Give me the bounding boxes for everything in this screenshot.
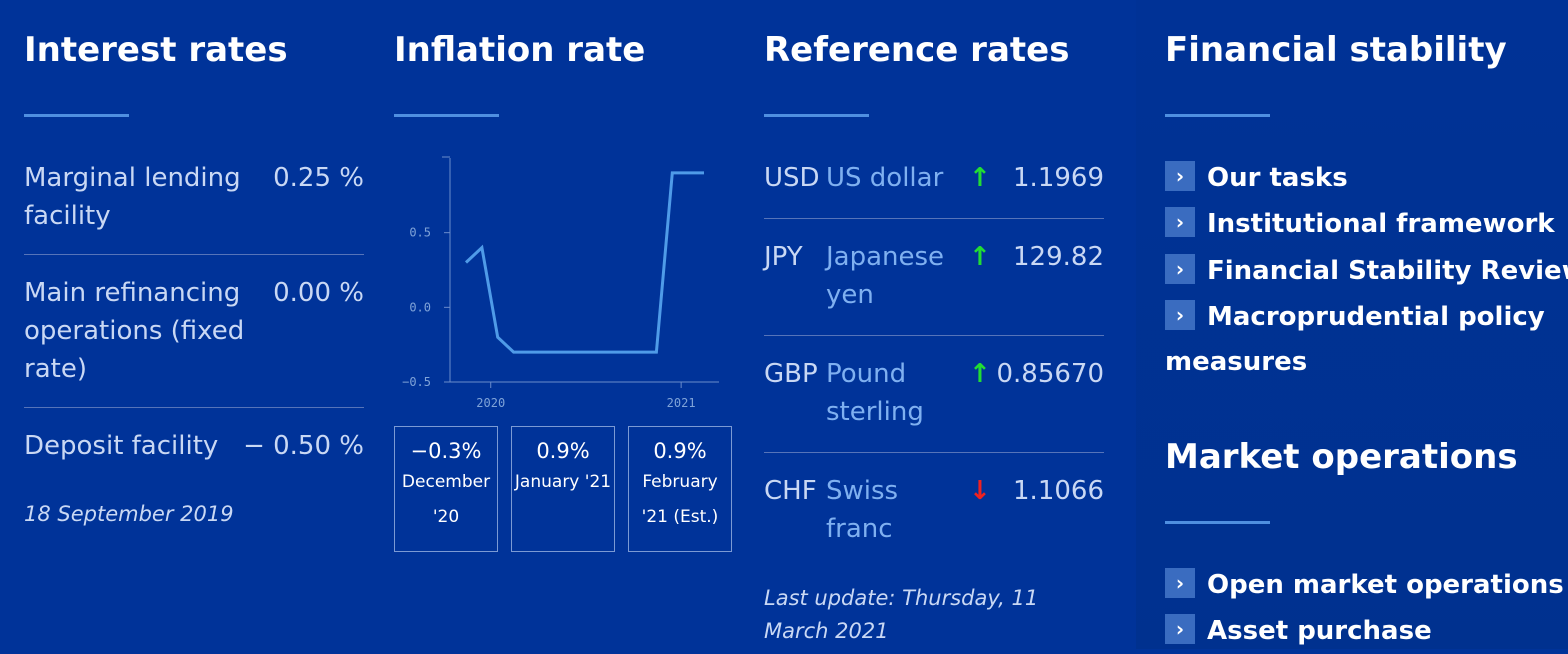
financial-stability-rule xyxy=(1165,114,1270,117)
reference-rates-title: Reference rates xyxy=(764,30,1070,70)
stat-value: 0.9% xyxy=(536,439,590,463)
interest-rates-date: 18 September 2019 xyxy=(24,502,234,526)
link-label: Our tasks xyxy=(1207,163,1348,193)
chart-series xyxy=(464,171,704,354)
link-label: Open market operations xyxy=(1207,570,1564,600)
currency-code: JPY xyxy=(764,242,803,272)
y-tick-label: −0.5 xyxy=(402,375,431,389)
interest-rates-section: Interest rates Marginal lending facility… xyxy=(24,0,364,649)
interest-row-marginal-lending: Marginal lending facility 0.25 % xyxy=(24,158,364,255)
interest-rates-rule xyxy=(24,114,129,117)
link-label: Macroprudential policy xyxy=(1207,302,1545,332)
interest-label: Main refinancing operations (fixed rate) xyxy=(24,278,245,384)
link-our-tasks[interactable]: › Our tasks xyxy=(1165,155,1348,201)
y-tick-label: 0.5 xyxy=(409,226,431,240)
inflation-title: Inflation rate xyxy=(394,30,646,70)
rate-value: 129.82 xyxy=(1013,242,1104,272)
inflation-section: Inflation rate 0.5 0.0 −0.5 2020 2021 −0.3% … xyxy=(394,0,734,649)
currency-name-link[interactable]: Pound sterling xyxy=(826,359,924,427)
currency-name-link[interactable]: Japanese yen xyxy=(826,242,945,310)
financial-stability-title: Financial stability xyxy=(1165,30,1507,70)
link-label: measures xyxy=(1165,347,1308,377)
currency-code: USD xyxy=(764,163,820,193)
chevron-right-icon: › xyxy=(1165,567,1195,598)
interest-rates-title: Interest rates xyxy=(24,30,288,70)
link-institutional-framework[interactable]: › Institutional framework xyxy=(1165,201,1555,247)
market-operations-rule xyxy=(1165,521,1270,524)
stat-label: February xyxy=(642,472,718,492)
interest-value: 0.25 % xyxy=(273,163,364,193)
arrow-up-icon: ↑ xyxy=(969,359,991,389)
chevron-right-icon: › xyxy=(1165,253,1195,284)
link-open-market-operations[interactable]: › Open market operations xyxy=(1165,562,1564,608)
chevron-right-icon: › xyxy=(1165,299,1195,330)
x-tick-label: 2021 xyxy=(667,396,696,410)
link-asset-purchase[interactable]: › Asset purchase xyxy=(1165,608,1432,654)
financial-stability-section: Financial stability › Our tasks › Institut… xyxy=(1136,0,1568,649)
inflation-stat-january: 0.9% January '21 xyxy=(511,426,615,552)
link-financial-stability-review[interactable]: › Financial Stability Review xyxy=(1165,248,1568,294)
link-label: Financial Stability Review xyxy=(1207,256,1568,286)
stat-value: −0.3% xyxy=(410,439,482,463)
interest-value: 0.00 % xyxy=(273,278,364,308)
x-tick-label: 2020 xyxy=(476,396,505,410)
rate-value: 1.1066 xyxy=(1013,476,1104,506)
y-tick-label: 0.0 xyxy=(409,300,431,314)
interest-row-main-refinancing: Main refinancing operations (fixed rate)… xyxy=(24,255,364,408)
stat-label: '20 xyxy=(432,507,460,527)
reference-rates-rule xyxy=(764,114,869,117)
interest-label: Marginal lending facility xyxy=(24,163,241,231)
interest-label: Deposit facility xyxy=(24,431,219,461)
rate-row-usd[interactable]: USD US dollar ↑ 1.1969 xyxy=(764,158,1104,219)
currency-code: GBP xyxy=(764,359,818,389)
interest-value: − 0.50 % xyxy=(243,431,364,461)
arrow-up-icon: ↑ xyxy=(969,242,991,272)
chevron-right-icon: › xyxy=(1165,206,1195,237)
rate-value: 0.85670 xyxy=(996,359,1104,389)
stat-label: January '21 xyxy=(514,472,612,492)
currency-name-link[interactable]: Swiss franc xyxy=(826,476,899,544)
chevron-right-icon: › xyxy=(1165,160,1195,191)
reference-rates-section: Reference rates USD US dollar ↑ 1.1969 J… xyxy=(764,0,1104,649)
currency-code: CHF xyxy=(764,476,817,506)
currency-name-link[interactable]: US dollar xyxy=(826,163,944,193)
inflation-stat-december: −0.3% December '20 xyxy=(394,426,498,552)
inflation-rule xyxy=(394,114,499,117)
link-label: Asset purchase xyxy=(1207,616,1432,646)
arrow-down-icon: ↓ xyxy=(969,476,991,506)
stat-label: '21 (Est.) xyxy=(641,507,719,527)
rate-row-gbp[interactable]: GBP Pound sterling ↑ 0.85670 xyxy=(764,336,1104,453)
link-macroprudential-policy[interactable]: › Macroprudential policy xyxy=(1165,294,1545,340)
link-label: Institutional framework xyxy=(1207,209,1555,239)
rate-row-chf[interactable]: CHF Swiss franc ↓ 1.1066 xyxy=(764,453,1104,563)
interest-row-deposit-facility: Deposit facility − 0.50 % xyxy=(24,408,364,468)
inflation-chart: 0.5 0.0 −0.5 2020 2021 xyxy=(402,156,719,410)
inflation-line xyxy=(464,171,704,354)
rate-row-jpy[interactable]: JPY Japanese yen ↑ 129.82 xyxy=(764,219,1104,336)
last-update-note: Last update: Thursday, 11 March 2021 xyxy=(764,586,1039,643)
rate-value: 1.1969 xyxy=(1013,163,1104,193)
market-operations-title: Market operations xyxy=(1165,437,1518,477)
arrow-up-icon: ↑ xyxy=(969,163,991,193)
inflation-stat-february: 0.9% February '21 (Est.) xyxy=(628,426,732,552)
chevron-right-icon: › xyxy=(1165,613,1195,644)
link-macroprudential-policy-continued[interactable]: measures xyxy=(1165,339,1307,385)
stat-value: 0.9% xyxy=(653,439,707,463)
chart-axes: 0.5 0.0 −0.5 2020 2021 xyxy=(402,156,719,410)
stat-label: December xyxy=(401,472,491,492)
